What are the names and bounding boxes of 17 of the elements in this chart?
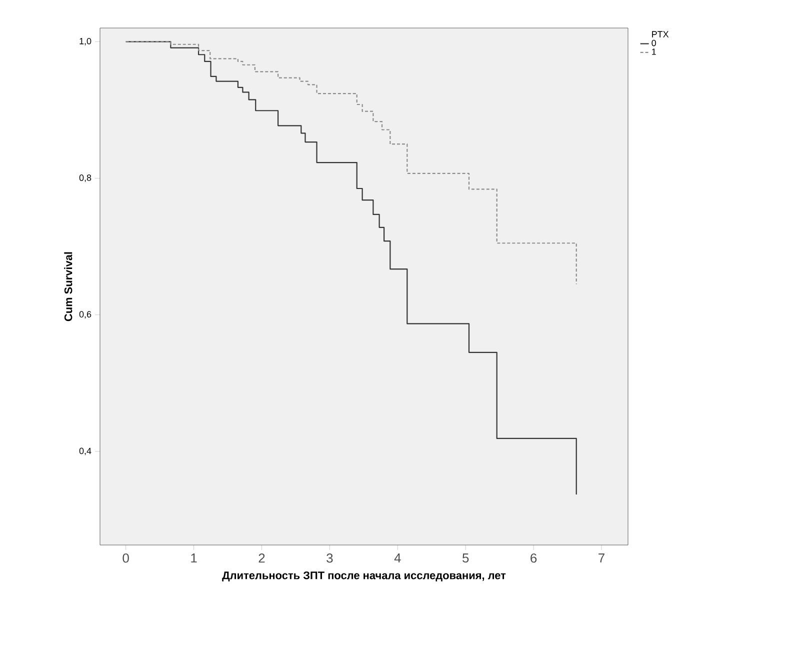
legend-label: 1 [652,48,656,55]
x-tick-label: 5 [462,554,469,563]
y-tick-label: 1,0 [80,38,92,46]
x-tick-label: 3 [326,553,333,563]
x-tick-label: 1 [191,554,197,562]
x-tick-label: 4 [394,554,401,562]
x-tick-label: 0 [122,553,129,563]
x-tick-label: 2 [258,553,265,563]
legend-label: 0 [652,40,656,46]
y-tick-label: 0,4 [79,448,92,456]
x-tick-label: 6 [530,553,537,563]
x-axis-title: Длительность ЗПТ после начала исследования, лет [222,572,506,582]
legend-title: PTX [652,31,669,38]
y-tick-label: 0,8 [79,174,92,182]
y-tick-label: 0,6 [79,311,92,319]
x-tick-label: 7 [598,554,604,562]
y-axis-title: Cum Survival [64,252,72,322]
